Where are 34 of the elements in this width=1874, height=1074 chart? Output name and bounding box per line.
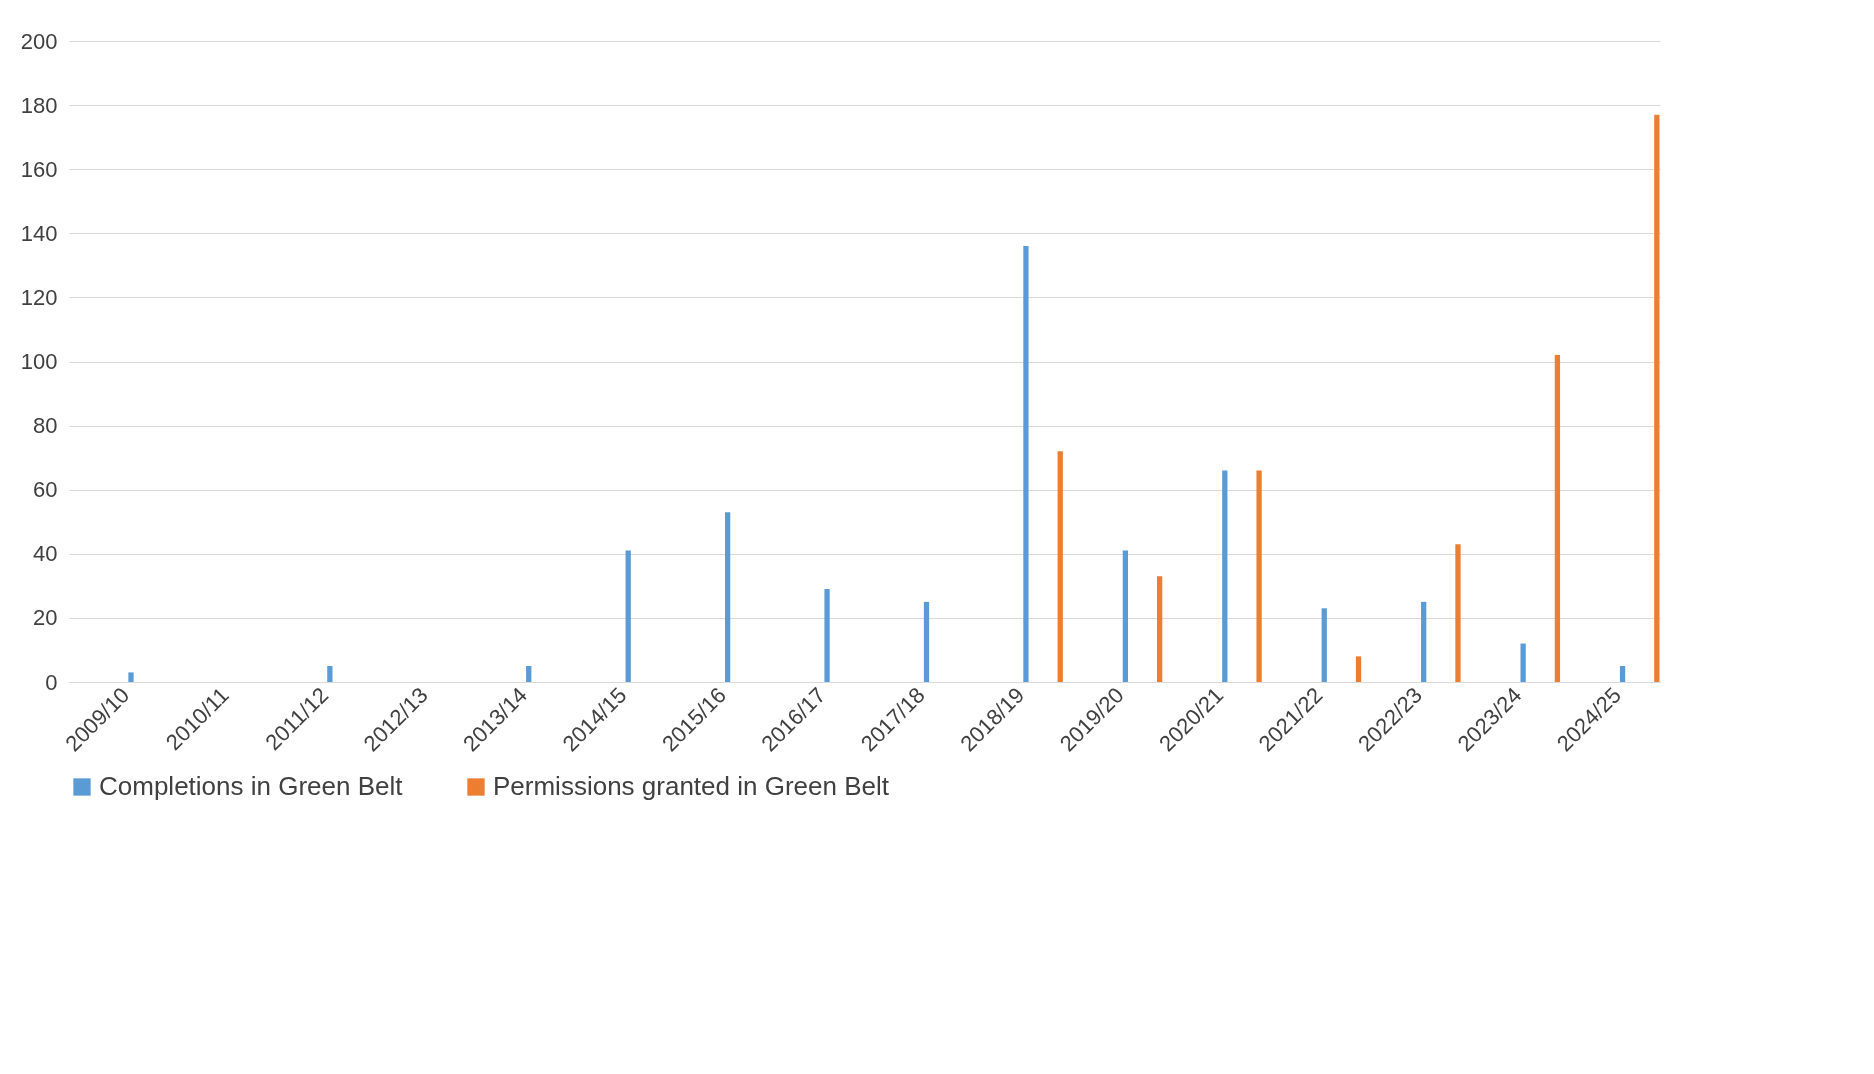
bar — [1023, 246, 1029, 682]
y-tick-label: 20 — [33, 605, 58, 631]
bar — [1355, 656, 1362, 682]
bar — [824, 589, 830, 682]
bar — [1619, 665, 1626, 682]
bar — [923, 601, 930, 682]
bar — [526, 665, 532, 682]
bar — [625, 550, 631, 682]
bar — [1455, 544, 1461, 682]
legend-label: Completions in Green Belt — [99, 771, 404, 801]
y-tick-label: 0 — [45, 669, 58, 695]
bar — [128, 672, 134, 682]
y-tick-label: 60 — [33, 477, 58, 503]
bar — [1321, 608, 1327, 682]
bar — [1157, 576, 1163, 682]
bar — [1256, 470, 1262, 682]
bar — [724, 512, 731, 682]
y-tick-label: 80 — [33, 413, 58, 439]
y-tick-label: 140 — [20, 220, 58, 246]
y-tick-label: 160 — [20, 156, 58, 182]
bar — [1222, 470, 1228, 682]
y-tick-label: 180 — [20, 92, 58, 118]
y-tick-label: 40 — [33, 541, 58, 567]
bar — [1520, 643, 1526, 682]
y-tick-label: 200 — [20, 28, 58, 54]
y-tick-label: 100 — [20, 349, 58, 374]
bar — [1122, 550, 1129, 682]
y-tick-label: 120 — [20, 284, 58, 310]
bar — [1554, 355, 1561, 682]
bar — [1057, 451, 1063, 682]
legend-label: Permissions granted in Green Belt — [493, 771, 890, 801]
bar — [327, 665, 333, 682]
bar — [1421, 601, 1427, 682]
bar — [1654, 114, 1660, 682]
